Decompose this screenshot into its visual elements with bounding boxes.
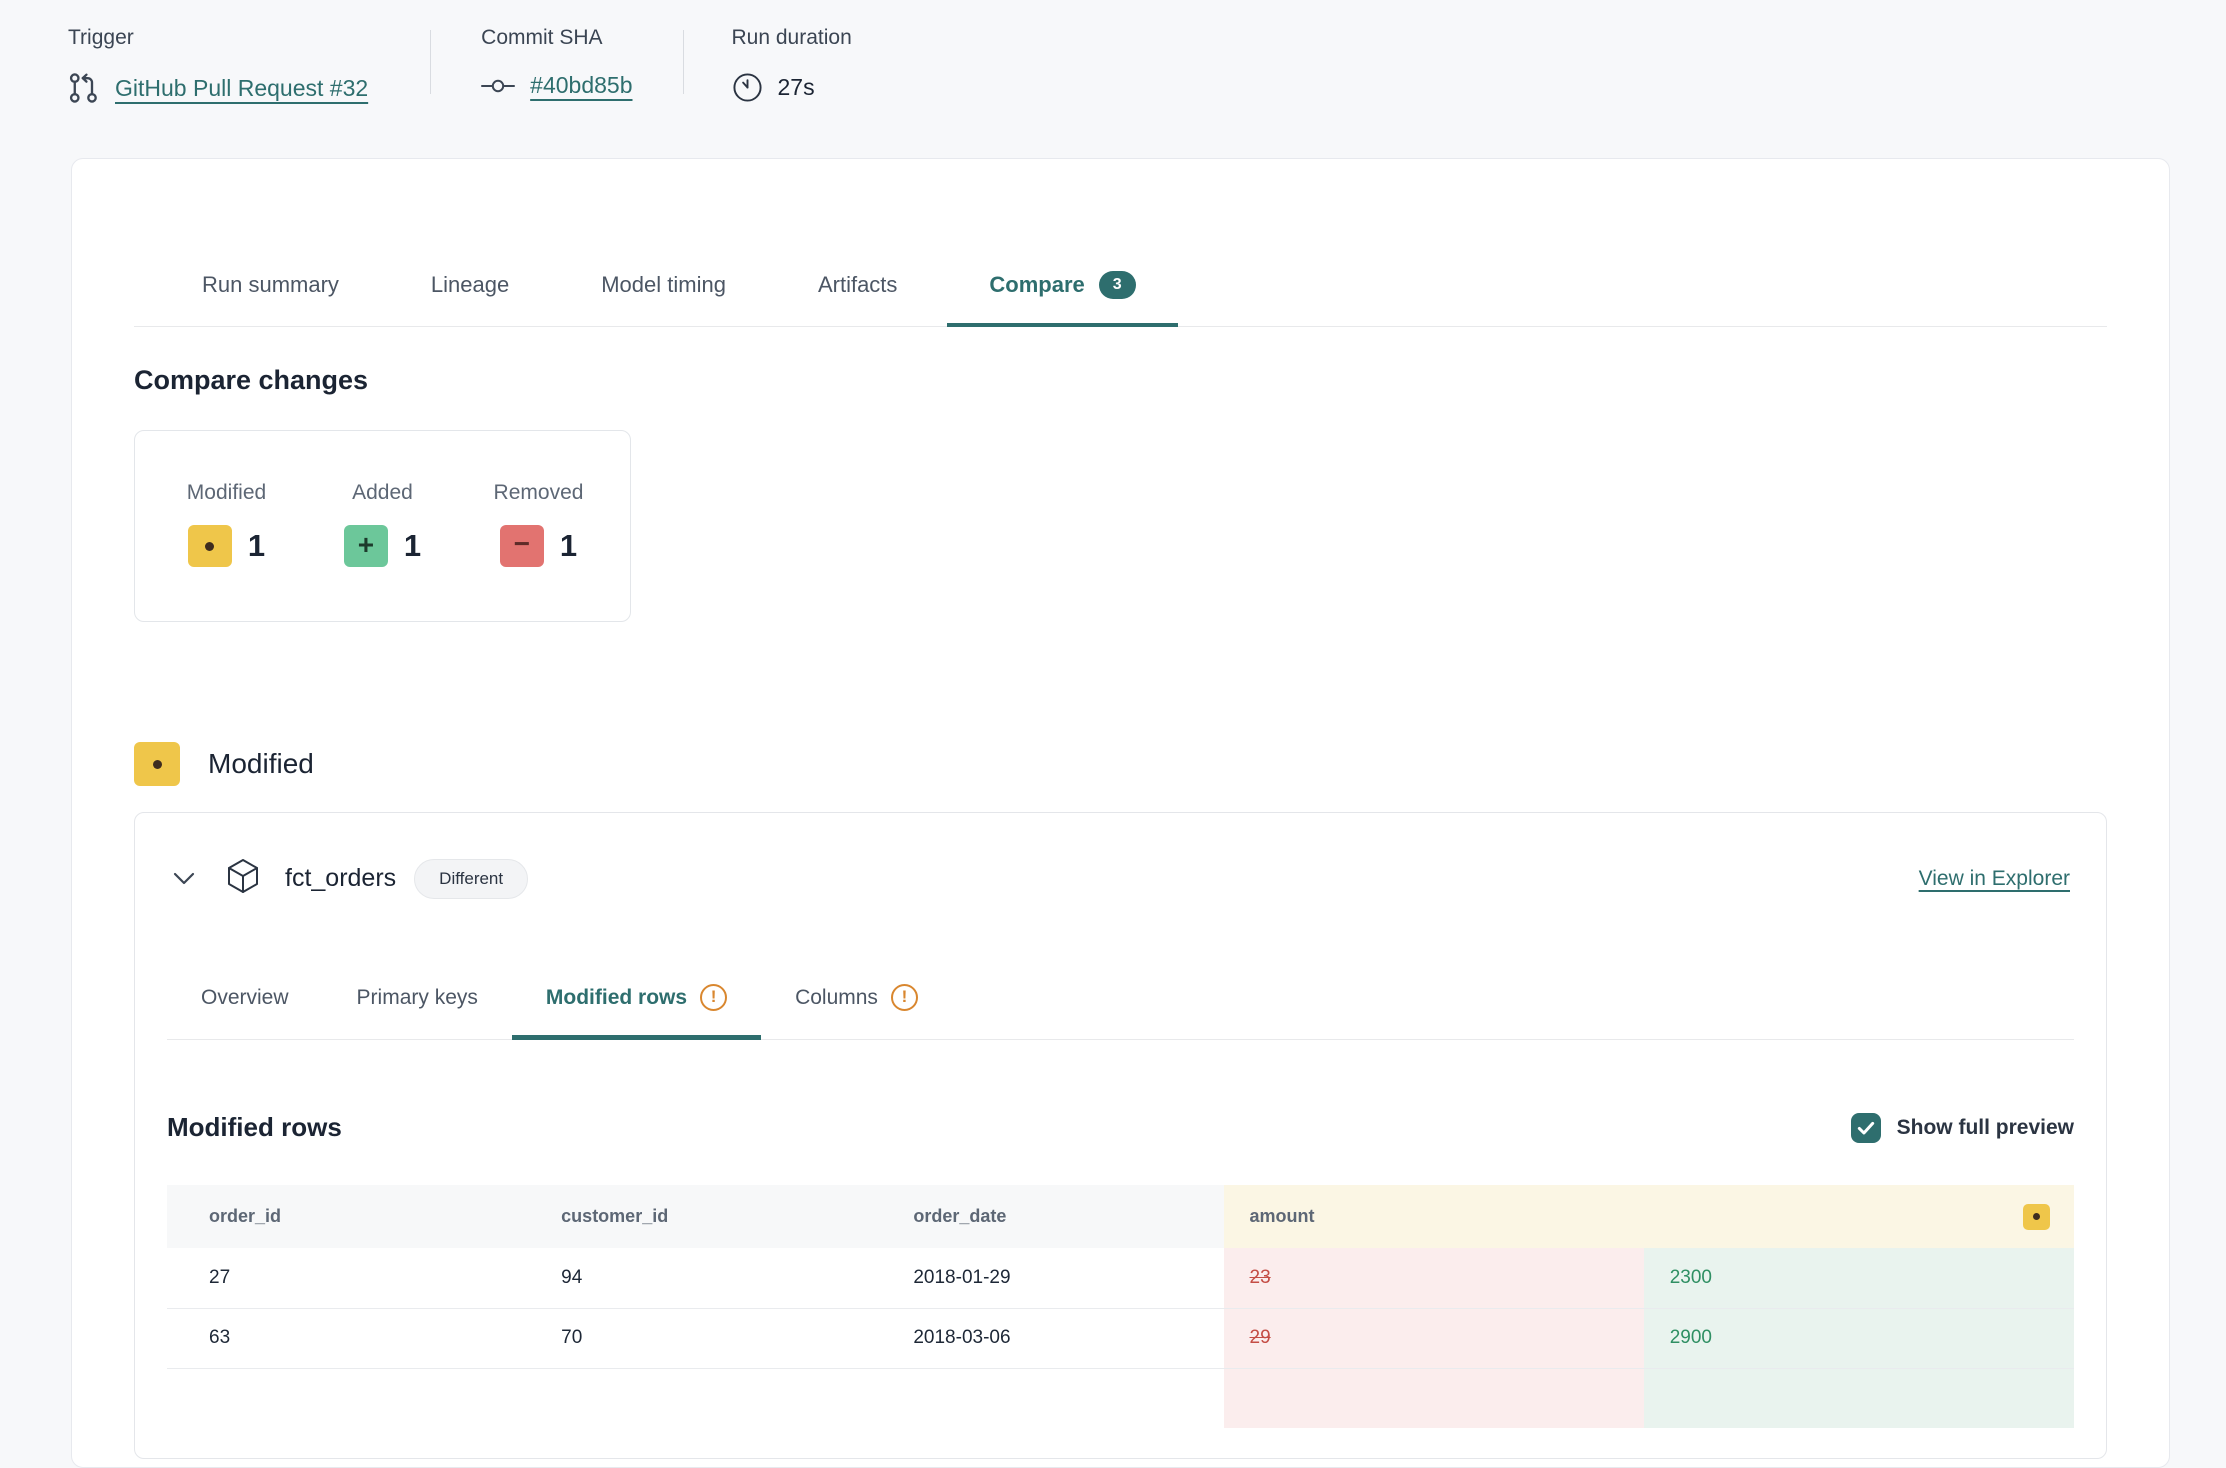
column-header-order-id: order_id bbox=[167, 1185, 520, 1248]
model-subtabs: Overview Primary keys Modified rows ! Co… bbox=[167, 984, 2074, 1040]
column-header-customer-id: customer_id bbox=[519, 1185, 872, 1248]
stat-added: Added + 1 bbox=[327, 481, 439, 567]
table-row-partial bbox=[167, 1367, 2074, 1428]
modified-dot-icon bbox=[134, 742, 180, 786]
stat-removed-value: 1 bbox=[559, 528, 578, 563]
commit-icon bbox=[481, 76, 516, 96]
chevron-down-icon[interactable] bbox=[173, 872, 195, 890]
compare-changes-heading: Compare changes bbox=[134, 365, 369, 395]
run-detail-card: Run summary Lineage Model timing Artifac… bbox=[71, 158, 2170, 1468]
header-divider bbox=[430, 30, 432, 94]
column-header-order-date: order_date bbox=[871, 1185, 1224, 1248]
subtab-modified-rows[interactable]: Modified rows ! bbox=[511, 984, 762, 1040]
trigger-group: Trigger GitHub Pull Request #32 bbox=[68, 26, 430, 104]
header-divider bbox=[682, 30, 684, 94]
subtab-overview[interactable]: Overview bbox=[201, 985, 289, 1009]
modified-rows-title: Modified rows bbox=[167, 1112, 342, 1142]
modified-dot-icon bbox=[2023, 1203, 2050, 1230]
trigger-link[interactable]: GitHub Pull Request #32 bbox=[115, 74, 369, 101]
commit-label: Commit SHA bbox=[481, 26, 603, 49]
removed-minus-icon: − bbox=[499, 525, 544, 567]
model-card-fct-orders: fct_orders Different View in Explorer Ov… bbox=[134, 812, 2107, 1459]
duration-value: 27s bbox=[777, 74, 815, 100]
tab-artifacts[interactable]: Artifacts bbox=[817, 272, 898, 297]
cell-amount-new: 2300 bbox=[1643, 1248, 2074, 1308]
commit-link[interactable]: #40bd85b bbox=[530, 72, 633, 98]
cell-amount-new: 2900 bbox=[1643, 1307, 2074, 1368]
model-name: fct_orders bbox=[285, 864, 397, 892]
clock-icon bbox=[732, 72, 763, 103]
cell-order-id: 27 bbox=[209, 1266, 231, 1288]
cell-order-id: 63 bbox=[167, 1307, 520, 1368]
tab-run-summary[interactable]: Run summary bbox=[202, 272, 339, 297]
tab-compare[interactable]: Compare 3 bbox=[947, 271, 1178, 327]
subtab-primary-keys[interactable]: Primary keys bbox=[356, 985, 478, 1009]
column-header-amount: amount bbox=[1223, 1185, 2074, 1248]
checkbox-checked-icon[interactable] bbox=[1850, 1112, 1881, 1143]
trigger-label: Trigger bbox=[68, 26, 134, 49]
cell-amount-old: 23 bbox=[1223, 1248, 1644, 1308]
view-in-explorer-link[interactable]: View in Explorer bbox=[1918, 866, 2070, 890]
stat-removed-label: Removed bbox=[493, 481, 584, 504]
tab-model-timing[interactable]: Model timing bbox=[601, 272, 726, 297]
stat-removed: Removed − 1 bbox=[483, 481, 595, 567]
compare-count-badge: 3 bbox=[1098, 271, 1136, 299]
warning-icon: ! bbox=[700, 984, 728, 1011]
stat-added-value: 1 bbox=[403, 528, 422, 563]
cell-amount-old: 29 bbox=[1223, 1307, 1644, 1368]
model-cube-icon bbox=[225, 857, 261, 900]
stat-modified: Modified 1 bbox=[171, 481, 283, 567]
show-full-preview-label: Show full preview bbox=[1896, 1115, 2074, 1139]
modified-dot-icon bbox=[187, 525, 232, 567]
table-row: 27 94 2018-01-29 23 2300 bbox=[167, 1248, 2074, 1308]
commit-group: Commit SHA #40bd85b bbox=[431, 26, 682, 104]
modified-section-heading: Modified bbox=[134, 742, 2107, 786]
table-header-row: order_id customer_id order_date amount bbox=[167, 1185, 2074, 1248]
run-meta-header: Trigger GitHub Pull Request #32 Commit S… bbox=[0, 0, 2226, 104]
cell-order-date bbox=[871, 1367, 1224, 1428]
stat-modified-label: Modified bbox=[186, 481, 267, 504]
model-card-header: fct_orders Different View in Explorer bbox=[167, 857, 2074, 900]
cell-order-date: 2018-01-29 bbox=[913, 1266, 1011, 1288]
cell-customer-id bbox=[519, 1367, 872, 1428]
modified-rows-panel-header: Modified rows Show full preview bbox=[167, 1112, 2074, 1143]
compare-summary-card: Modified 1 Added + 1 Removed − 1 bbox=[134, 430, 631, 622]
cell-amount-new bbox=[1643, 1367, 2074, 1428]
cell-customer-id: 94 bbox=[561, 1266, 583, 1288]
modified-rows-table: order_id customer_id order_date amount 2… bbox=[167, 1185, 2074, 1428]
show-full-preview-toggle[interactable]: Show full preview bbox=[1850, 1112, 2074, 1143]
warning-icon: ! bbox=[890, 984, 918, 1011]
table-row: 63 70 2018-03-06 29 2900 bbox=[167, 1307, 2074, 1368]
cell-order-date: 2018-03-06 bbox=[871, 1307, 1224, 1368]
stat-added-label: Added bbox=[352, 481, 413, 504]
modified-section-title: Modified bbox=[208, 748, 314, 779]
duration-group: Run duration 27s bbox=[684, 26, 852, 104]
pull-request-icon bbox=[68, 72, 100, 104]
added-plus-icon: + bbox=[343, 525, 388, 567]
run-tabs: Run summary Lineage Model timing Artifac… bbox=[134, 271, 2107, 327]
subtab-columns[interactable]: Columns ! bbox=[761, 984, 952, 1040]
duration-label: Run duration bbox=[731, 26, 852, 49]
cell-amount-old bbox=[1223, 1367, 1644, 1428]
stat-modified-value: 1 bbox=[247, 528, 266, 563]
cell-order-id bbox=[167, 1367, 520, 1428]
model-status-badge: Different bbox=[414, 858, 529, 899]
cell-customer-id: 70 bbox=[519, 1307, 872, 1368]
tab-lineage[interactable]: Lineage bbox=[430, 272, 510, 297]
